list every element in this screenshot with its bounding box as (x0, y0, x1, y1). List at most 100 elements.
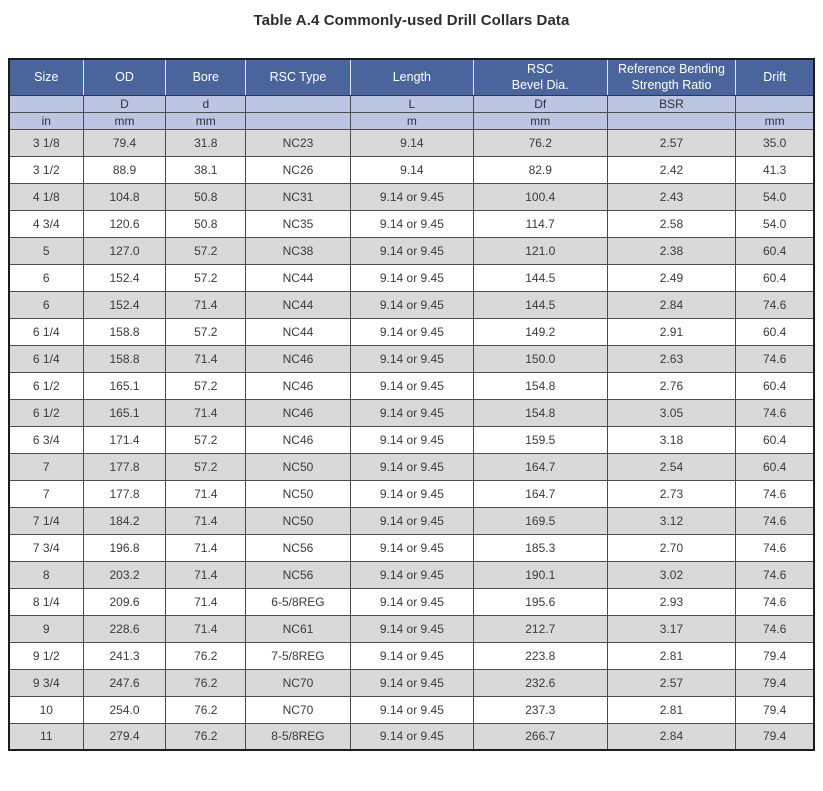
table-cell: 76.2 (165, 695, 247, 724)
table-cell: 38.1 (165, 155, 247, 184)
table-cell: 76.2 (165, 722, 247, 751)
table-cell: 9 1/2 (8, 641, 84, 670)
table-cell: 9 3/4 (8, 668, 84, 697)
table-cell: 114.7 (472, 209, 608, 238)
table-cell: 241.3 (82, 641, 167, 670)
column-symbol: BSR (606, 94, 737, 113)
table-cell: 232.6 (472, 668, 608, 697)
table-cell: 121.0 (472, 236, 608, 265)
table-cell: 76.2 (472, 128, 608, 157)
table-cell: 237.3 (472, 695, 608, 724)
table-cell: 74.6 (735, 344, 815, 373)
table-cell: NC70 (245, 695, 351, 724)
table-cell: 6 1/4 (8, 344, 84, 373)
table-cell: 190.1 (472, 560, 608, 589)
table-cell: 54.0 (735, 209, 815, 238)
table-cell: 57.2 (165, 236, 247, 265)
table-title: Table A.4 Commonly-used Drill Collars Da… (253, 12, 570, 29)
table-cell: 31.8 (165, 128, 247, 157)
table-cell: 71.4 (165, 614, 247, 643)
table-cell: 9.14 or 9.45 (349, 479, 474, 508)
table-cell: 184.2 (82, 506, 167, 535)
table-cell: 212.7 (472, 614, 608, 643)
table-cell: NC35 (245, 209, 351, 238)
column-symbol: d (165, 94, 247, 113)
table-row: 3 1/2 88.9 38.1 NC26 9.14 82.9 2.42 41.3 (8, 155, 815, 184)
table-cell: 223.8 (472, 641, 608, 670)
table-cell: 60.4 (735, 236, 815, 265)
table-cell: 11 (8, 722, 84, 751)
table-cell: 76.2 (165, 641, 247, 670)
table-row: 7 3/4 196.8 71.4 NC56 9.14 or 9.45 185.3 2.70 7… (8, 533, 815, 562)
table-cell: 74.6 (735, 614, 815, 643)
table-cell: 82.9 (472, 155, 608, 184)
table-cell: 76.2 (165, 668, 247, 697)
table-cell: 2.57 (606, 668, 737, 697)
table-cell: 266.7 (472, 722, 608, 751)
table-cell: 41.3 (735, 155, 815, 184)
table-cell: 228.6 (82, 614, 167, 643)
table-cell: NC56 (245, 560, 351, 589)
table-cell: 79.4 (82, 128, 167, 157)
table-cell: 154.8 (472, 398, 608, 427)
drill-collars-table: Size OD Bore RSC Type Length RSC Bevel Dia. Re… (8, 58, 815, 751)
table-cell: 8-5/8REG (245, 722, 351, 751)
table-row: 6 1/4 158.8 57.2 NC44 9.14 or 9.45 149.2 2.91 6… (8, 317, 815, 346)
table-cell: 6 3/4 (8, 425, 84, 454)
table-row: 7 177.8 57.2 NC50 9.14 or 9.45 164.7 2.54 60.4 (8, 452, 815, 481)
table-cell: 158.8 (82, 344, 167, 373)
table-cell: 6 1/2 (8, 398, 84, 427)
table-cell: 6 1/4 (8, 317, 84, 346)
table-cell: 9.14 or 9.45 (349, 695, 474, 724)
table-cell: 57.2 (165, 452, 247, 481)
table-cell: 6 (8, 290, 84, 319)
table-cell: 279.4 (82, 722, 167, 751)
column-header: Drift (735, 59, 815, 96)
table-cell: 9.14 or 9.45 (349, 290, 474, 319)
column-header: Reference Bending Strength Ratio (606, 59, 737, 96)
table-cell: 6 (8, 263, 84, 292)
table-cell: 57.2 (165, 263, 247, 292)
table-cell: NC56 (245, 533, 351, 562)
table-cell: NC44 (245, 263, 351, 292)
table-row: 4 3/4 120.6 50.8 NC35 9.14 or 9.45 114.7 2.58 5… (8, 209, 815, 238)
table-cell: NC46 (245, 371, 351, 400)
table-cell: 71.4 (165, 398, 247, 427)
table-cell: 2.70 (606, 533, 737, 562)
table-cell: 3 1/2 (8, 155, 84, 184)
table-cell: NC38 (245, 236, 351, 265)
table-cell: 60.4 (735, 452, 815, 481)
table-cell: NC50 (245, 506, 351, 535)
table-cell: 2.42 (606, 155, 737, 184)
column-symbol: D (82, 94, 167, 113)
table-cell: 3.12 (606, 506, 737, 535)
table-cell: 71.4 (165, 560, 247, 589)
table-cell: 2.81 (606, 641, 737, 670)
column-header: Bore (165, 59, 247, 96)
table-cell: 104.8 (82, 182, 167, 211)
table-cell: 159.5 (472, 425, 608, 454)
table-cell: 7 3/4 (8, 533, 84, 562)
table-row: 11 279.4 76.2 8-5/8REG 9.14 or 9.45 266.7 2.84… (8, 722, 815, 751)
table-row: 6 3/4 171.4 57.2 NC46 9.14 or 9.45 159.5 3.18 6… (8, 425, 815, 454)
table-cell: 9.14 or 9.45 (349, 668, 474, 697)
table-cell: NC44 (245, 317, 351, 346)
table-cell: 120.6 (82, 209, 167, 238)
table-cell: 195.6 (472, 587, 608, 616)
table-cell: 164.7 (472, 479, 608, 508)
table-cell: NC46 (245, 344, 351, 373)
table-cell: 2.73 (606, 479, 737, 508)
table-cell: 6-5/8REG (245, 587, 351, 616)
table-cell: 7 1/4 (8, 506, 84, 535)
table-row: 6 1/4 158.8 71.4 NC46 9.14 or 9.45 150.0 2.63 7… (8, 344, 815, 373)
table-cell: 2.54 (606, 452, 737, 481)
table-cell: 79.4 (735, 722, 815, 751)
table-cell: NC31 (245, 182, 351, 211)
table-cell: 8 1/4 (8, 587, 84, 616)
table-cell: 144.5 (472, 263, 608, 292)
table-cell: 7-5/8REG (245, 641, 351, 670)
table-cell: NC46 (245, 398, 351, 427)
column-symbol: Df (472, 94, 608, 113)
table-cell: 164.7 (472, 452, 608, 481)
